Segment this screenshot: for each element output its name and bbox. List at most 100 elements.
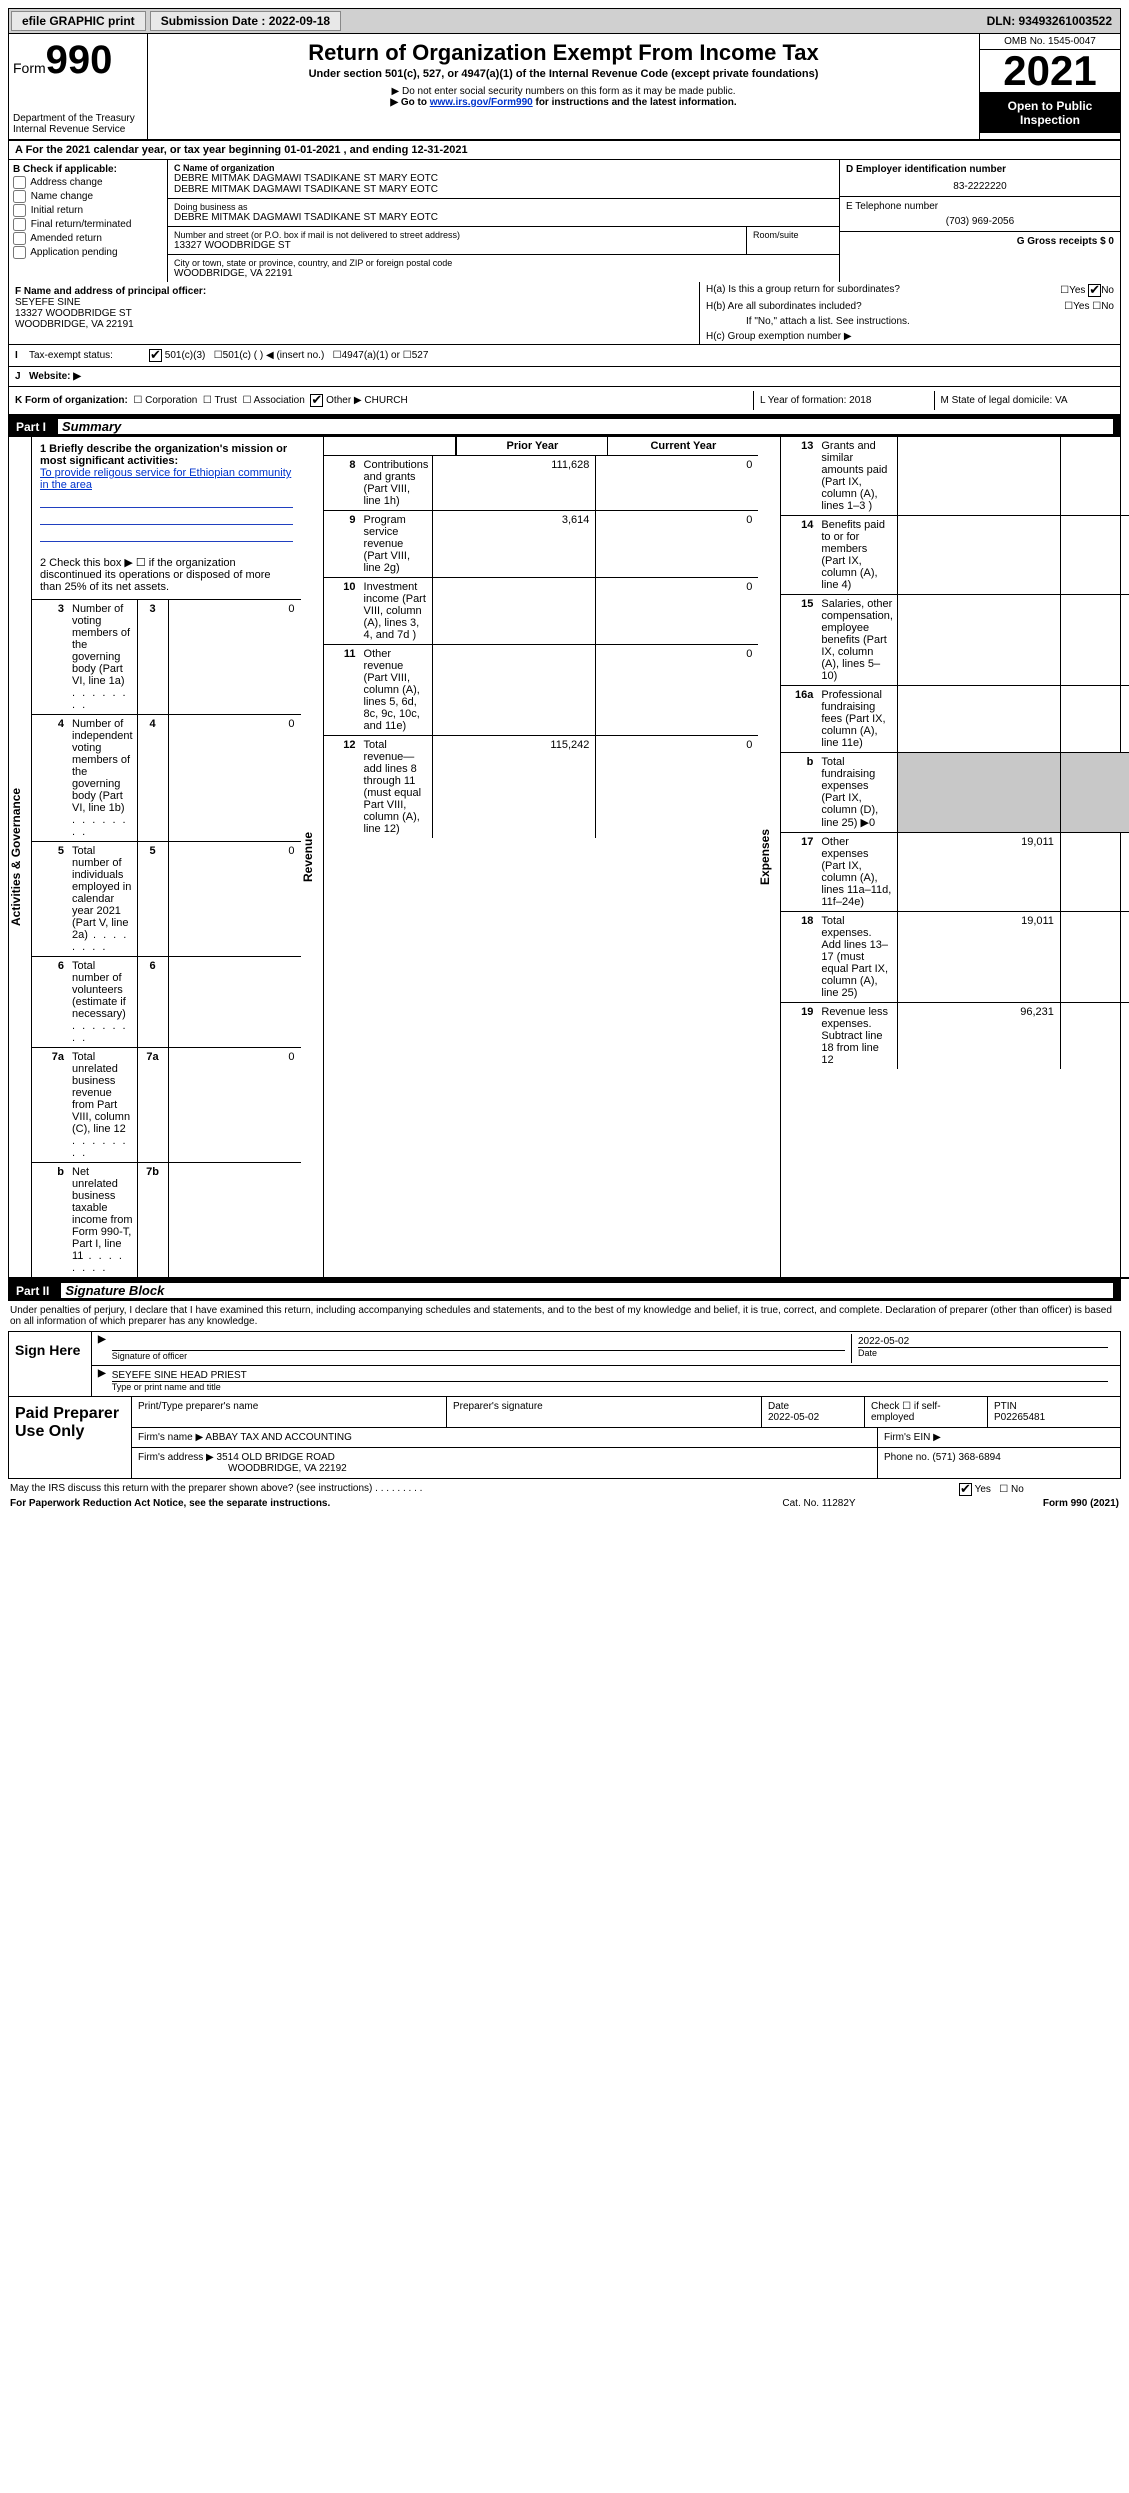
vtab-expenses: Expenses bbox=[758, 437, 772, 1277]
sign-here-block: Sign Here ▶ Signature of officer 2022-05… bbox=[8, 1332, 1121, 1397]
form-title: Return of Organization Exempt From Incom… bbox=[156, 40, 971, 66]
chk-amended-return[interactable]: Amended return bbox=[13, 232, 163, 245]
section-b-title: B Check if applicable: bbox=[13, 164, 163, 175]
chk-501c3[interactable] bbox=[149, 349, 162, 362]
chk-name-change[interactable]: Name change bbox=[13, 190, 163, 203]
row-num: 11 bbox=[324, 645, 360, 735]
vtab-governance: Activities & Governance bbox=[9, 437, 23, 1277]
addr-value: 13327 WOODBRIDGE ST bbox=[174, 240, 740, 251]
ein-value: 83-2222220 bbox=[846, 181, 1114, 192]
prep-check-label: Check ☐ if self-employed bbox=[865, 1397, 988, 1427]
row-prior bbox=[897, 437, 1060, 515]
governance-row: 6Total number of volunteers (estimate if… bbox=[32, 957, 301, 1048]
mission-line-1 bbox=[40, 495, 293, 508]
ptin-value: P02265481 bbox=[994, 1412, 1114, 1423]
row-prior: 19,011 bbox=[897, 912, 1060, 1002]
row-current bbox=[1060, 753, 1129, 832]
col-prior-year: Prior Year bbox=[456, 437, 607, 455]
discuss-yes-checkbox[interactable] bbox=[959, 1483, 972, 1496]
row-desc: Investment income (Part VIII, column (A)… bbox=[360, 578, 433, 644]
tax-year: 2021 bbox=[980, 50, 1120, 93]
row-desc: Revenue less expenses. Subtract line 18 … bbox=[817, 1003, 897, 1069]
firm-addr2: WOODBRIDGE, VA 22192 bbox=[138, 1463, 347, 1474]
opt-other: Other ▶ bbox=[326, 395, 361, 406]
row-desc: Total revenue—add lines 8 through 11 (mu… bbox=[360, 736, 433, 838]
fin-row: 14Benefits paid to or for members (Part … bbox=[781, 516, 1129, 595]
part-1-body: Activities & Governance 1 Briefly descri… bbox=[8, 437, 1121, 1280]
officer-name-title: SEYEFE SINE HEAD PRIEST bbox=[112, 1370, 1108, 1381]
top-toolbar: efile GRAPHIC print Submission Date : 20… bbox=[8, 8, 1121, 34]
officer-addr1: 13327 WOODBRIDGE ST bbox=[15, 308, 693, 319]
officer-addr2: WOODBRIDGE, VA 22191 bbox=[15, 319, 693, 330]
tax-status-label: Tax-exempt status: bbox=[29, 350, 149, 361]
fin-row: 8Contributions and grants (Part VIII, li… bbox=[324, 456, 759, 511]
signature-declaration: Under penalties of perjury, I declare th… bbox=[8, 1301, 1121, 1332]
section-k: K Form of organization: ☐ Corporation ☐ … bbox=[15, 394, 753, 407]
hb-yesno: ☐Yes ☐No bbox=[994, 301, 1114, 312]
form-number: 990 bbox=[46, 38, 113, 82]
chk-address-change[interactable]: Address change bbox=[13, 176, 163, 189]
officer-group-block: F Name and address of principal officer:… bbox=[8, 282, 1121, 345]
addr-label: Number and street (or P.O. box if mail i… bbox=[174, 230, 740, 240]
lbl-amended-return: Amended return bbox=[30, 233, 102, 244]
row-prior: 115,242 bbox=[432, 736, 595, 838]
hb-label: H(b) Are all subordinates included? bbox=[706, 301, 994, 312]
row-a-tax-year: A For the 2021 calendar year, or tax yea… bbox=[8, 141, 1121, 160]
row-prior bbox=[432, 578, 595, 644]
lbl-initial-return: Initial return bbox=[31, 205, 83, 216]
ha-no: No bbox=[1101, 285, 1114, 296]
row-desc: Total expenses. Add lines 13–17 (must eq… bbox=[817, 912, 897, 1002]
row-num: b bbox=[781, 753, 817, 832]
fin-row: 10Investment income (Part VIII, column (… bbox=[324, 578, 759, 645]
chk-initial-return[interactable]: Initial return bbox=[13, 204, 163, 217]
mission-block: 1 Briefly describe the organization's mi… bbox=[32, 437, 301, 600]
row-val: 0 bbox=[168, 842, 301, 956]
fin-row: 16aProfessional fundraising fees (Part I… bbox=[781, 686, 1129, 753]
part-2-title: Signature Block bbox=[61, 1283, 1113, 1298]
row-current: 0 bbox=[1060, 437, 1129, 515]
cat-number: Cat. No. 11282Y bbox=[719, 1498, 919, 1509]
row-current: 0 bbox=[1060, 1003, 1129, 1069]
officer-label: F Name and address of principal officer: bbox=[15, 286, 693, 297]
opt-4947: 4947(a)(1) or bbox=[342, 350, 400, 361]
form990-link[interactable]: www.irs.gov/Form990 bbox=[430, 97, 533, 108]
row-prior bbox=[897, 686, 1060, 752]
chk-other[interactable] bbox=[310, 394, 323, 407]
row-desc: Salaries, other compensation, employee b… bbox=[817, 595, 897, 685]
row-current: 0 bbox=[1060, 516, 1129, 594]
row-num: 9 bbox=[324, 511, 360, 577]
governance-row: 5Total number of individuals employed in… bbox=[32, 842, 301, 957]
chk-final-return[interactable]: Final return/terminated bbox=[13, 218, 163, 231]
discuss-no: No bbox=[1011, 1484, 1024, 1495]
prep-date-label: Date bbox=[768, 1401, 858, 1412]
row-num: 17 bbox=[781, 833, 817, 911]
fin-row: 19Revenue less expenses. Subtract line 1… bbox=[781, 1003, 1129, 1069]
form-ref: Form 990 (2021) bbox=[919, 1498, 1119, 1509]
governance-row: 7aTotal unrelated business revenue from … bbox=[32, 1048, 301, 1163]
part-2-header: Part II Signature Block bbox=[8, 1280, 1121, 1301]
fin-row: 15Salaries, other compensation, employee… bbox=[781, 595, 1129, 686]
row-val bbox=[168, 1163, 301, 1277]
preparer-row-1: Print/Type preparer's name Preparer's si… bbox=[132, 1397, 1120, 1428]
paperwork-notice: For Paperwork Reduction Act Notice, see … bbox=[10, 1498, 719, 1509]
section-c: C Name of organization DEBRE MITMAK DAGM… bbox=[168, 160, 840, 282]
open-public-badge: Open to Public Inspection bbox=[980, 93, 1120, 133]
chk-application-pending[interactable]: Application pending bbox=[13, 246, 163, 259]
row-desc: Number of voting members of the governin… bbox=[68, 600, 137, 714]
phone-label: E Telephone number bbox=[846, 201, 1114, 212]
firm-addr-label: Firm's address ▶ bbox=[138, 1452, 214, 1463]
row-val: 0 bbox=[168, 715, 301, 841]
ha-no-checkbox[interactable] bbox=[1088, 284, 1101, 297]
row-desc: Other expenses (Part IX, column (A), lin… bbox=[817, 833, 897, 911]
part-1-header: Part I Summary bbox=[8, 416, 1121, 437]
row-prior: 3,614 bbox=[432, 511, 595, 577]
footer-bottom: For Paperwork Reduction Act Notice, see … bbox=[8, 1496, 1121, 1511]
governance-row: 4Number of independent voting members of… bbox=[32, 715, 301, 842]
mission-text[interactable]: To provide religous service for Ethiopia… bbox=[40, 467, 291, 491]
efile-button[interactable]: efile GRAPHIC print bbox=[11, 11, 146, 31]
preparer-row-3: Firm's address ▶ 3514 OLD BRIDGE ROAD WO… bbox=[132, 1448, 1120, 1478]
city-label: City or town, state or province, country… bbox=[174, 258, 833, 268]
submission-date-button[interactable]: Submission Date : 2022-09-18 bbox=[150, 11, 341, 31]
governance-section: Activities & Governance 1 Briefly descri… bbox=[9, 437, 301, 1279]
form-note-2: ▶ Go to www.irs.gov/Form990 for instruct… bbox=[156, 97, 971, 108]
